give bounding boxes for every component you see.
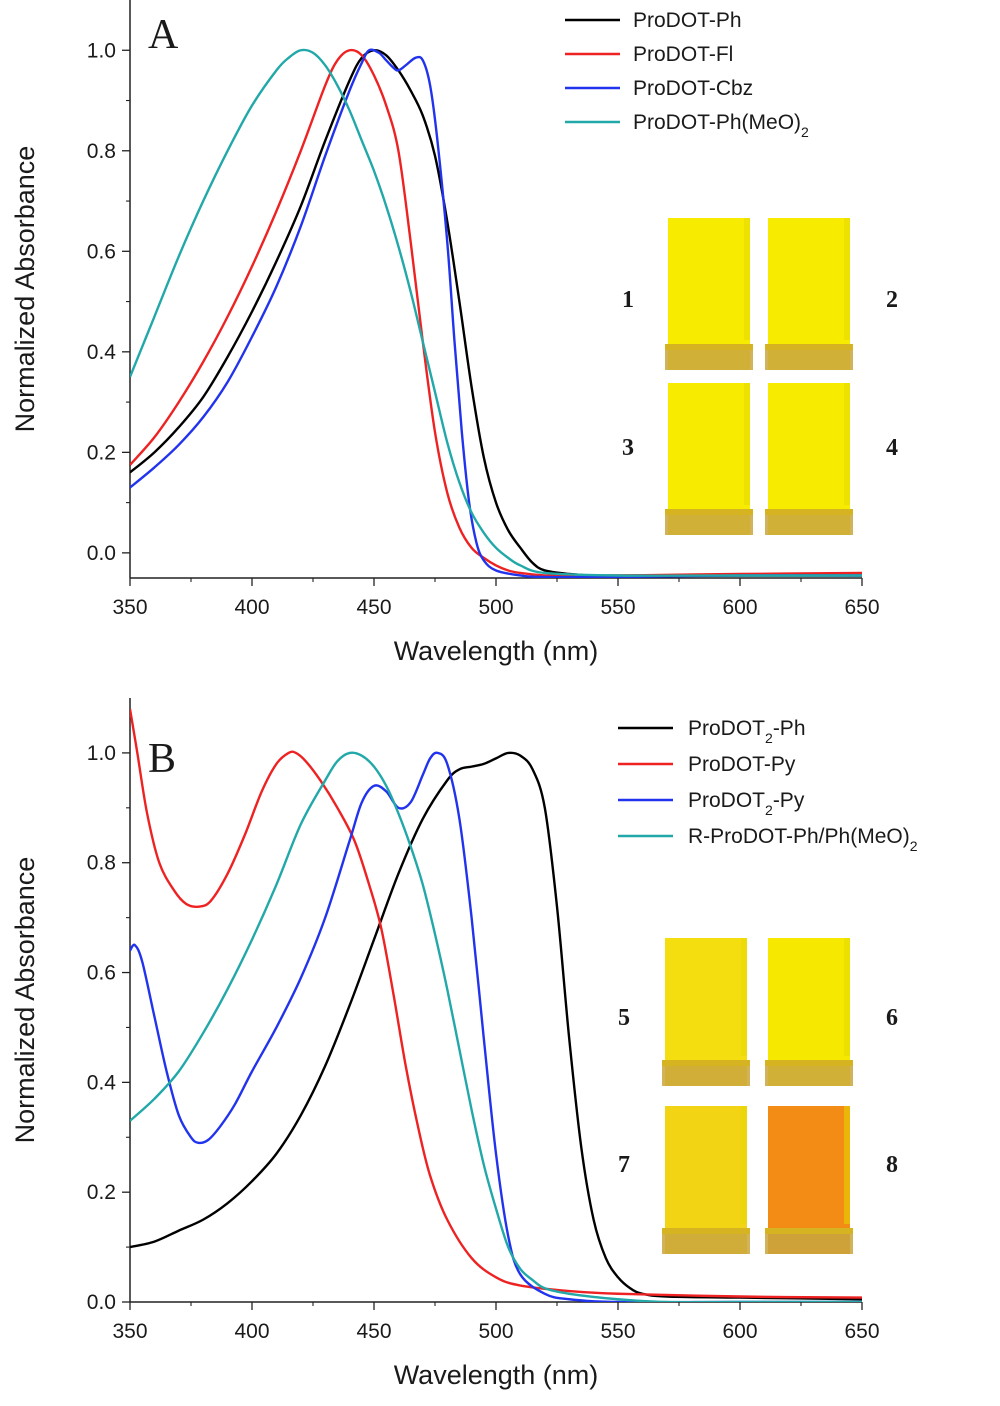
series-line-b-3 [130,751,862,1302]
series-group-a [130,48,862,578]
y-tick-label-b-3: 0.6 [87,962,116,985]
y-axis-label-b: Normalized Absorbance [10,857,40,1144]
vial-edge-shading-3 [744,383,750,505]
vial-photo-2 [765,218,853,370]
legend-entry-a-2: ProDOT-Cbz [633,77,753,100]
vial-photo-3 [665,383,753,535]
x-tick-label-a-350: 350 [112,596,147,619]
vial-base-7 [662,1234,750,1254]
y-tick-label-b-5: 1.0 [87,742,116,765]
series-line-b-0 [130,751,862,1301]
x-tick-label-b-500: 500 [478,1320,513,1343]
y-tick-label-a-2: 0.4 [87,341,117,364]
y-tick-label-a-4: 0.8 [87,140,116,163]
series-line-a-0 [130,49,862,577]
series-line-a-1 [130,48,862,577]
x-tick-label-a-450: 450 [356,596,391,619]
vial-base-3 [665,515,753,535]
x-axis-label-a: Wavelength (nm) [394,636,599,666]
vial-edge-shading-5 [741,938,747,1056]
legend-subscript-a-3: 2 [801,124,809,140]
vial-edge-shading-1 [744,218,750,340]
vial-base-8 [765,1234,853,1254]
x-tick-label-a-400: 400 [234,596,269,619]
panel-label-a: A [148,12,179,58]
vial-label-8: 8 [886,1152,898,1178]
vial-base-2 [765,350,853,370]
x-tick-label-a-650: 650 [844,596,879,619]
legend-entry-b-2: ProDOT2-Py [688,789,805,818]
vial-base-1 [665,350,753,370]
vial-label-3: 3 [622,435,634,461]
vial-label-7: 7 [618,1152,630,1178]
series-line-b-1 [130,708,862,1299]
panel-a: 350 400 450 500 550 600 650 0.0 0.2 0.4 0.6 0.8 1.0 W… [10,0,898,666]
vial-meniscus-8 [765,1228,853,1234]
vial-photo-6 [765,938,853,1086]
vial-edge-shading-2 [844,218,850,340]
y-tick-label-a-5: 1.0 [87,39,116,62]
legend-subscript-b-3: 2 [910,838,918,854]
legend-entry-b-0: ProDOT2-Ph [688,717,806,746]
legend-entry-b-1: ProDOT-Py [688,753,796,776]
vial-edge-shading-6 [844,938,850,1056]
vial-base-5 [662,1066,750,1086]
vial-edge-shading-7 [741,1106,747,1224]
x-tick-label-b-350: 350 [112,1320,147,1343]
y-tick-label-b-2: 0.4 [87,1071,117,1094]
x-tick-label-b-450: 450 [356,1320,391,1343]
x-tick-label-b-650: 650 [844,1320,879,1343]
y-tick-label-b-4: 0.8 [87,852,116,875]
x-axis-label-b: Wavelength (nm) [394,1360,599,1390]
vial-label-5: 5 [618,1005,630,1031]
vial-meniscus-5 [662,1060,750,1066]
vial-meniscus-2 [765,344,853,350]
legend-suffix-b-2: -Py [773,789,805,812]
vial-base-4 [765,515,853,535]
vial-meniscus-1 [665,344,753,350]
legend-entry-b-3: R-ProDOT-Ph/Ph(MeO)2 [688,825,918,854]
vial-photo-8 [765,1106,853,1254]
vial-edge-shading-4 [844,383,850,505]
x-tick-label-b-400: 400 [234,1320,269,1343]
x-tick-label-b-600: 600 [722,1320,757,1343]
vial-meniscus-4 [765,509,853,515]
vial-meniscus-7 [662,1228,750,1234]
vial-photo-7 [662,1106,750,1254]
legend-subscript-b-2: 2 [765,802,773,818]
series-line-a-2 [130,48,862,578]
legend-entry-a-0: ProDOT-Ph [633,9,742,32]
vial-meniscus-6 [765,1060,853,1066]
vial-photo-1 [665,218,753,370]
vial-photo-4 [765,383,853,535]
vial-meniscus-3 [665,509,753,515]
vial-base-6 [765,1066,853,1086]
x-tick-label-a-550: 550 [600,596,635,619]
panel-b: 350 400 450 500 550 600 650 0.0 0.2 0.4 0.6 0.8 1.0 W… [10,698,918,1390]
y-tick-label-b-1: 0.2 [87,1181,116,1204]
y-tick-label-a-0: 0.0 [87,542,116,565]
vial-label-6: 6 [886,1005,898,1031]
y-tick-label-b-0: 0.0 [87,1291,116,1314]
legend-subscript-b-0: 2 [765,730,773,746]
vial-edge-shading-8 [844,1106,850,1224]
vial-label-1: 1 [622,287,634,313]
y-axis-label-a: Normalized Absorbance [10,146,40,433]
x-tick-label-a-500: 500 [478,596,513,619]
series-group-b [130,708,862,1302]
y-tick-label-a-3: 0.6 [87,240,116,263]
y-tick-label-a-1: 0.2 [87,441,116,464]
vial-label-2: 2 [886,287,898,313]
x-tick-label-b-550: 550 [600,1320,635,1343]
legend-entry-a-1: ProDOT-Fl [633,43,733,66]
x-tick-label-a-600: 600 [722,596,757,619]
legend-suffix-b-0: -Ph [773,717,806,740]
vial-photo-5 [662,938,750,1086]
vial-label-4: 4 [886,435,898,461]
legend-entry-a-3: ProDOT-Ph(MeO)2 [633,111,809,140]
series-line-a-3 [130,48,862,577]
panel-label-b: B [148,736,176,782]
